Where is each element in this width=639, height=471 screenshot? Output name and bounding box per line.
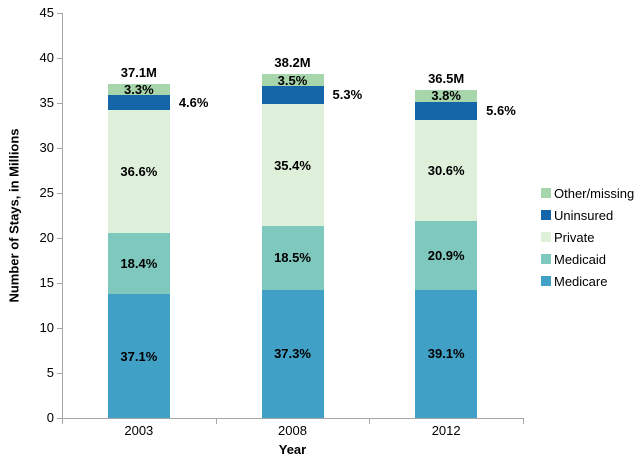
segment-medicare-2008: 37.3% bbox=[261, 289, 324, 418]
legend-swatch-icon bbox=[541, 276, 551, 286]
segment-medicaid-2012: 20.9% bbox=[415, 220, 478, 290]
segment-private-2008: 35.4% bbox=[261, 104, 324, 227]
x-tick-mark bbox=[215, 418, 217, 424]
segment-percent-label-outside: 4.6% bbox=[178, 94, 209, 110]
segment-percent-label: 18.4% bbox=[120, 255, 158, 271]
y-tick-mark bbox=[57, 58, 62, 59]
segment-percent-label: 3.3% bbox=[124, 82, 154, 98]
segment-percent-label: 35.4% bbox=[274, 157, 311, 173]
segment-percent-label: 3.5% bbox=[277, 72, 308, 88]
y-tick-mark bbox=[57, 238, 62, 239]
x-tick-mark bbox=[62, 418, 63, 424]
y-tick-mark bbox=[57, 373, 62, 374]
segment-percent-label-outside: 5.3% bbox=[332, 87, 363, 103]
segment-medicare-2003: 37.1% bbox=[107, 294, 170, 418]
segment-private-2012: 30.6% bbox=[415, 120, 478, 221]
y-axis-title: Number of Stays, in Millions bbox=[4, 13, 24, 418]
segment-percent-label: 37.1% bbox=[120, 348, 158, 364]
legend-label: Medicaid bbox=[554, 251, 607, 267]
x-tick-label: 2008 bbox=[278, 423, 307, 438]
legend-swatch-icon bbox=[541, 210, 551, 220]
legend-label: Medicare bbox=[554, 273, 608, 289]
segment-uninsured-2008 bbox=[261, 86, 324, 105]
legend-item-uninsured: Uninsured bbox=[541, 204, 634, 226]
bar-total-label: 38.2M bbox=[274, 55, 311, 71]
y-tick-mark bbox=[57, 283, 62, 284]
y-tick-label: 40 bbox=[39, 50, 54, 65]
segment-medicaid-2008: 18.5% bbox=[261, 226, 324, 290]
bar-total-label: 36.5M bbox=[428, 70, 465, 86]
x-tick-mark bbox=[523, 418, 524, 424]
y-tick-label: 20 bbox=[39, 230, 54, 245]
y-tick-label: 45 bbox=[39, 5, 54, 20]
segment-other-missing-2012: 3.8% bbox=[415, 88, 478, 104]
y-tick-label: 25 bbox=[39, 185, 54, 200]
x-axis-title: Year bbox=[278, 442, 307, 457]
segment-percent-label: 20.9% bbox=[427, 247, 465, 263]
segment-uninsured-2012 bbox=[415, 101, 478, 121]
segment-percent-label: 37.3% bbox=[274, 346, 311, 362]
legend-label: Uninsured bbox=[554, 207, 614, 223]
x-tick-label: 2012 bbox=[431, 423, 461, 438]
y-tick-mark bbox=[57, 148, 62, 149]
segment-other-missing-2008: 3.5% bbox=[261, 72, 324, 88]
y-tick-label: 15 bbox=[39, 275, 54, 290]
legend-label: Other/missing bbox=[554, 185, 635, 201]
x-axis-line bbox=[62, 418, 524, 419]
y-tick-mark bbox=[57, 418, 62, 419]
legend-item-medicaid: Medicaid bbox=[541, 248, 634, 270]
legend: Other/missing Uninsured Private Medicaid Med… bbox=[541, 182, 634, 292]
y-axis-line bbox=[62, 13, 63, 418]
segment-private-2003: 36.6% bbox=[107, 110, 170, 233]
y-tick-label: 10 bbox=[39, 320, 54, 335]
segment-percent-label: 3.8% bbox=[431, 88, 461, 104]
y-tick-label: 30 bbox=[39, 140, 54, 155]
segment-percent-label: 30.6% bbox=[427, 163, 465, 179]
y-tick-label: 5 bbox=[46, 365, 54, 380]
legend-item-private: Private bbox=[541, 226, 634, 248]
segment-percent-label: 18.5% bbox=[274, 250, 311, 266]
y-tick-label: 0 bbox=[46, 410, 54, 425]
y-tick-mark bbox=[57, 328, 62, 329]
legend-item-other-missing: Other/missing bbox=[541, 182, 634, 204]
segment-uninsured-2003 bbox=[107, 95, 170, 111]
segment-medicaid-2003: 18.4% bbox=[107, 232, 170, 295]
legend-swatch-icon bbox=[541, 188, 551, 198]
segment-percent-label: 39.1% bbox=[427, 346, 465, 362]
legend-item-medicare: Medicare bbox=[541, 270, 634, 292]
y-tick-mark bbox=[57, 13, 62, 14]
x-tick-label: 2003 bbox=[124, 423, 154, 438]
segment-percent-label-outside: 5.6% bbox=[486, 103, 516, 119]
segment-percent-label: 36.6% bbox=[120, 164, 158, 180]
legend-label: Private bbox=[554, 229, 595, 245]
y-tick-mark bbox=[57, 103, 62, 104]
y-tick-mark bbox=[57, 193, 62, 194]
x-tick-mark bbox=[369, 418, 371, 424]
y-tick-label: 35 bbox=[39, 95, 54, 110]
segment-medicare-2012: 39.1% bbox=[415, 289, 478, 418]
legend-swatch-icon bbox=[541, 254, 551, 264]
legend-swatch-icon bbox=[541, 232, 551, 242]
segment-other-missing-2003: 3.3% bbox=[107, 82, 170, 98]
bar-total-label: 37.1M bbox=[120, 65, 157, 81]
